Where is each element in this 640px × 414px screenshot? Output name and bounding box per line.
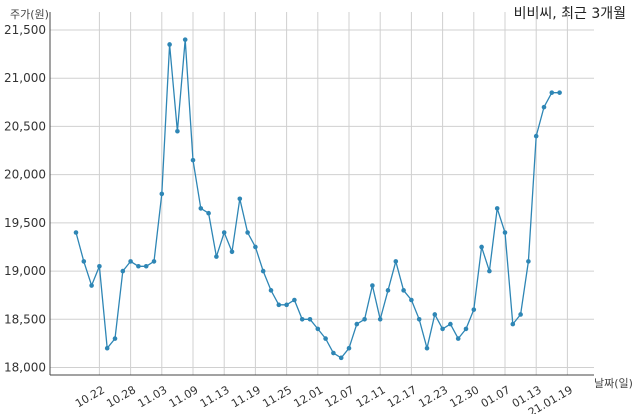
- data-point: [455, 336, 461, 341]
- data-point: [151, 259, 157, 264]
- data-point: [198, 206, 204, 211]
- data-point: [276, 302, 282, 308]
- data-point: [401, 288, 406, 293]
- x-tick-label: 11.25: [260, 383, 294, 410]
- data-point: [245, 230, 250, 235]
- data-point: [424, 345, 430, 351]
- data-point: [487, 268, 492, 274]
- x-tick-label: 10.28: [104, 383, 138, 410]
- x-tick-label: 11.19: [229, 383, 263, 410]
- data-point: [331, 350, 336, 356]
- x-tick-label: 10.22: [73, 383, 107, 410]
- data-point: [510, 321, 516, 327]
- data-point: [97, 263, 102, 269]
- data-point: [549, 90, 555, 95]
- data-point: [448, 321, 453, 327]
- x-tick-label: 12.07: [323, 383, 357, 410]
- data-point: [73, 230, 79, 235]
- y-tick-label: 18,000: [4, 361, 46, 375]
- x-axis-label: 날짜(일): [594, 377, 633, 390]
- data-point: [377, 316, 383, 322]
- data-point: [471, 307, 477, 312]
- data-point: [136, 263, 141, 269]
- data-point: [541, 104, 547, 110]
- y-tick-label: 21,000: [4, 71, 46, 85]
- data-point: [432, 312, 438, 317]
- data-point: [440, 326, 445, 332]
- data-point: [214, 254, 219, 259]
- data-point: [502, 230, 508, 235]
- data-point: [190, 157, 196, 163]
- data-point: [229, 249, 235, 255]
- chart-title: 비비씨, 최근 3개월: [513, 6, 626, 22]
- data-point: [416, 316, 422, 322]
- data-point: [370, 283, 375, 288]
- data-point: [260, 268, 266, 274]
- data-point: [385, 288, 391, 293]
- data-point: [112, 336, 118, 341]
- data-point: [557, 90, 562, 95]
- y-tick-label: 20,500: [4, 119, 46, 133]
- data-point: [354, 321, 360, 327]
- data-point: [182, 37, 188, 42]
- data-point: [81, 259, 87, 264]
- data-point: [159, 191, 165, 197]
- data-point: [299, 316, 305, 322]
- y-axis-label: 주가(원): [10, 8, 49, 21]
- data-point: [253, 244, 258, 250]
- data-point: [268, 288, 274, 293]
- x-tick-label: 12.30: [448, 383, 482, 410]
- y-tick-label: 19,500: [4, 216, 46, 230]
- data-point: [338, 355, 344, 361]
- y-tick-label: 21,500: [4, 23, 46, 37]
- data-point: [518, 312, 523, 317]
- x-tick-label: 12.11: [354, 383, 388, 410]
- data-point: [221, 230, 227, 235]
- data-point: [494, 206, 500, 211]
- data-point: [463, 326, 469, 332]
- data-point: [292, 297, 297, 303]
- x-tick-label: 12.17: [385, 383, 419, 410]
- data-point: [120, 268, 126, 274]
- data-point: [237, 196, 243, 202]
- x-tick-label: 11.13: [198, 383, 232, 410]
- data-point: [206, 210, 211, 216]
- data-point: [323, 336, 328, 341]
- y-tick-label: 18,500: [4, 312, 46, 326]
- x-tick-label: 11.03: [136, 383, 170, 410]
- x-tick-label: 01.07: [479, 383, 513, 410]
- x-tick-label: 12.23: [416, 383, 450, 410]
- data-point: [284, 302, 289, 308]
- y-tick-label: 20,000: [4, 168, 46, 182]
- data-point: [175, 128, 180, 134]
- data-point: [409, 297, 414, 303]
- data-point: [479, 244, 484, 250]
- data-point: [307, 316, 313, 322]
- data-point: [393, 259, 399, 264]
- data-point: [89, 283, 94, 288]
- y-tick-label: 19,000: [4, 264, 46, 278]
- data-point: [533, 133, 539, 139]
- data-point: [362, 316, 367, 322]
- x-tick-label: 12.01: [292, 383, 326, 410]
- data-point: [526, 259, 531, 264]
- data-point: [346, 345, 352, 351]
- data-point: [128, 259, 133, 264]
- data-point: [315, 326, 321, 332]
- data-point: [167, 42, 172, 47]
- data-point: [143, 263, 149, 269]
- x-tick-label: 11.09: [167, 383, 201, 410]
- data-point: [104, 345, 110, 351]
